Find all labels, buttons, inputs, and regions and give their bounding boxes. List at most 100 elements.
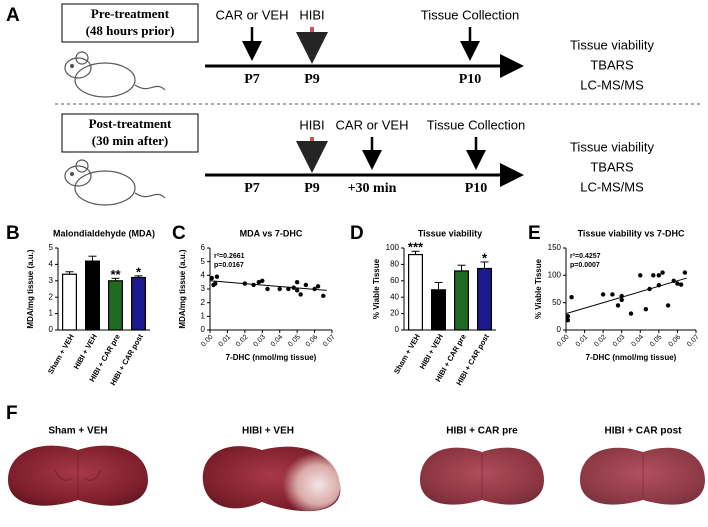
fit-line <box>565 277 687 315</box>
outcome: TBARS <box>590 57 634 72</box>
point <box>600 292 606 297</box>
y-tick-label: 0 <box>557 325 562 334</box>
chart-title: MDA vs 7-DHC <box>240 228 303 238</box>
brain <box>202 445 341 512</box>
point <box>286 286 291 292</box>
panel-letter: A <box>6 5 20 26</box>
outcome: Tissue viability <box>570 139 655 154</box>
point <box>565 317 571 323</box>
outcome: LC-MS/MS <box>580 77 644 92</box>
point <box>610 292 615 297</box>
point <box>213 281 218 286</box>
point <box>656 273 662 278</box>
bar <box>431 289 447 331</box>
x-tick-label: 0.02 <box>235 334 250 349</box>
box <box>61 113 199 153</box>
x-tick-label: 0.03 <box>252 334 267 349</box>
box-title: Post-treatment <box>89 116 172 131</box>
y-tick-label: 20 <box>390 309 399 318</box>
y-tick-label: 5 <box>49 243 54 252</box>
y-tick-label: 150 <box>548 243 562 252</box>
y-axis-label: MDA/mg tissue (a.u.) <box>178 249 187 328</box>
y-axis-label: MDA/mg tissue (a.u.) <box>26 249 35 328</box>
point <box>291 285 296 290</box>
bar <box>61 273 77 331</box>
point <box>265 286 270 292</box>
pre-row: Pre-treatment (48 hours prior) CAR or VE… <box>61 3 655 98</box>
x-tick-label: 0.07 <box>322 334 337 349</box>
point <box>682 270 688 275</box>
point <box>675 281 680 286</box>
y-tick-label: 40 <box>390 292 399 301</box>
x-tick-label: 0.00 <box>556 334 571 349</box>
y-tick-label: 3 <box>49 276 54 285</box>
image-label: HIBI + VEH <box>242 426 294 437</box>
point <box>615 303 621 308</box>
day: P10 <box>465 181 488 196</box>
event: CAR or VEH <box>336 117 409 132</box>
image-label: HIBI + CAR pre <box>446 426 518 437</box>
point <box>651 273 656 278</box>
y-tick-label: 6 <box>201 243 206 252</box>
event: Tissue Collection <box>427 117 526 132</box>
x-tick-label: 0.01 <box>575 334 590 349</box>
point <box>260 278 265 283</box>
point <box>256 279 261 285</box>
y-tick-label: 3 <box>201 284 206 293</box>
post-row: Post-treatment (30 min after) HIBI CAR o… <box>61 113 655 206</box>
y-tick-label: 1 <box>49 309 54 318</box>
bar <box>477 267 493 331</box>
x-tick-label: 0.06 <box>305 334 320 349</box>
x-tick-label: 0.04 <box>630 334 645 349</box>
point <box>638 273 643 278</box>
point <box>294 288 300 293</box>
point <box>298 292 303 297</box>
chart-title: Tissue viability vs 7-DHC <box>578 228 685 238</box>
box-subtitle: (48 hours prior) <box>86 23 175 38</box>
y-tick-label: 2 <box>201 298 206 307</box>
y-tick-label: 4 <box>201 270 206 279</box>
box-title: Pre-treatment <box>91 6 170 21</box>
chart: C MDA vs 7-DHC MDA/mg tissue (a.u.) 0 1 2 3 4 5 6… <box>172 223 337 362</box>
box-subtitle: (30 min after) <box>92 133 169 148</box>
annotation: r²=0.2661 <box>214 253 245 260</box>
x-tick-label: 0.01 <box>218 334 233 349</box>
y-tick-label: 60 <box>390 276 399 285</box>
significance: *** <box>408 240 424 255</box>
chart-title: Malondialdehyde (MDA) <box>53 228 155 238</box>
point <box>647 286 652 292</box>
bar <box>408 253 424 331</box>
chart: D Tissue viability % Viable Tissue 0 20 40 60 8… <box>350 223 496 387</box>
chart: E Tissue viability vs 7-DHC % Viable Tissu… <box>528 223 701 362</box>
panel-letter: B <box>6 223 20 244</box>
significance: * <box>482 250 488 265</box>
x-tick-label: 0.03 <box>612 334 627 349</box>
x-tick-label: Sham + VEH <box>392 332 422 375</box>
event: Tissue Collection <box>421 7 520 22</box>
panel-letter: D <box>350 223 364 244</box>
annotation: p=0.0007 <box>570 262 600 269</box>
point <box>665 303 671 308</box>
x-tick-label: 0.06 <box>668 334 683 349</box>
event: CAR or VEH <box>216 7 289 22</box>
brain <box>580 447 705 505</box>
point <box>251 282 256 288</box>
panel-letter: C <box>172 223 186 244</box>
x-tick-label: 0.05 <box>649 334 664 349</box>
panel-letter: E <box>528 223 541 244</box>
day: P7 <box>244 181 260 196</box>
x-tick-label: 0.05 <box>287 334 302 349</box>
day: P10 <box>459 72 482 87</box>
point <box>209 275 214 281</box>
day: P9 <box>304 181 320 196</box>
day: P7 <box>244 72 260 87</box>
point <box>315 284 321 289</box>
outcome: Tissue viability <box>570 37 655 52</box>
y-axis-label: % Viable Tissue <box>372 258 381 319</box>
brain <box>420 447 544 505</box>
significance: ** <box>110 267 121 282</box>
box <box>61 3 199 43</box>
point <box>643 307 649 312</box>
x-axis-label: 7-DHC (nmol/mg tissue) <box>226 353 317 362</box>
point <box>565 314 571 319</box>
